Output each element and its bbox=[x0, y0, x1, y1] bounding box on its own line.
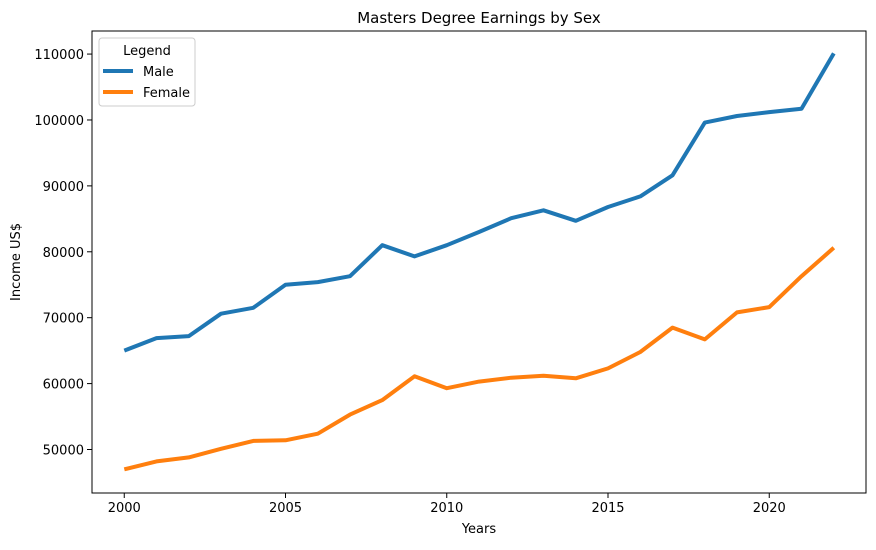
y-tick-label: 50000 bbox=[43, 444, 84, 459]
legend-label-male: Male bbox=[143, 65, 174, 80]
legend-box bbox=[98, 37, 196, 107]
series-lines bbox=[123, 52, 836, 472]
x-tick-label: 2005 bbox=[269, 501, 302, 516]
x-tick-label: 2015 bbox=[591, 501, 624, 516]
legend: Legend Male Female bbox=[98, 37, 196, 107]
x-tick-label: 2020 bbox=[753, 501, 786, 516]
y-tick-label: 70000 bbox=[43, 312, 84, 327]
x-tick-label: 2010 bbox=[430, 501, 463, 516]
y-tick-label: 110000 bbox=[34, 48, 84, 63]
plot-area bbox=[91, 30, 867, 494]
y-tick-label: 100000 bbox=[34, 114, 84, 129]
x-tick-label: 2000 bbox=[108, 501, 141, 516]
y-tick-label: 60000 bbox=[43, 378, 84, 393]
y-tick-label: 80000 bbox=[43, 246, 84, 261]
legend-title: Legend bbox=[123, 44, 171, 59]
series-line-female bbox=[123, 246, 836, 472]
y-axis-label: Income US$ bbox=[9, 223, 24, 301]
y-tick-label: 90000 bbox=[43, 180, 84, 195]
legend-label-female: Female bbox=[143, 86, 190, 101]
axis-ticks: 2000 2005 2010 2015 2020 50000 60000 70000 80000… bbox=[34, 48, 785, 516]
chart-title: Masters Degree Earnings by Sex bbox=[357, 9, 601, 27]
series-line-male bbox=[123, 52, 836, 353]
x-axis-label: Years bbox=[461, 522, 497, 537]
